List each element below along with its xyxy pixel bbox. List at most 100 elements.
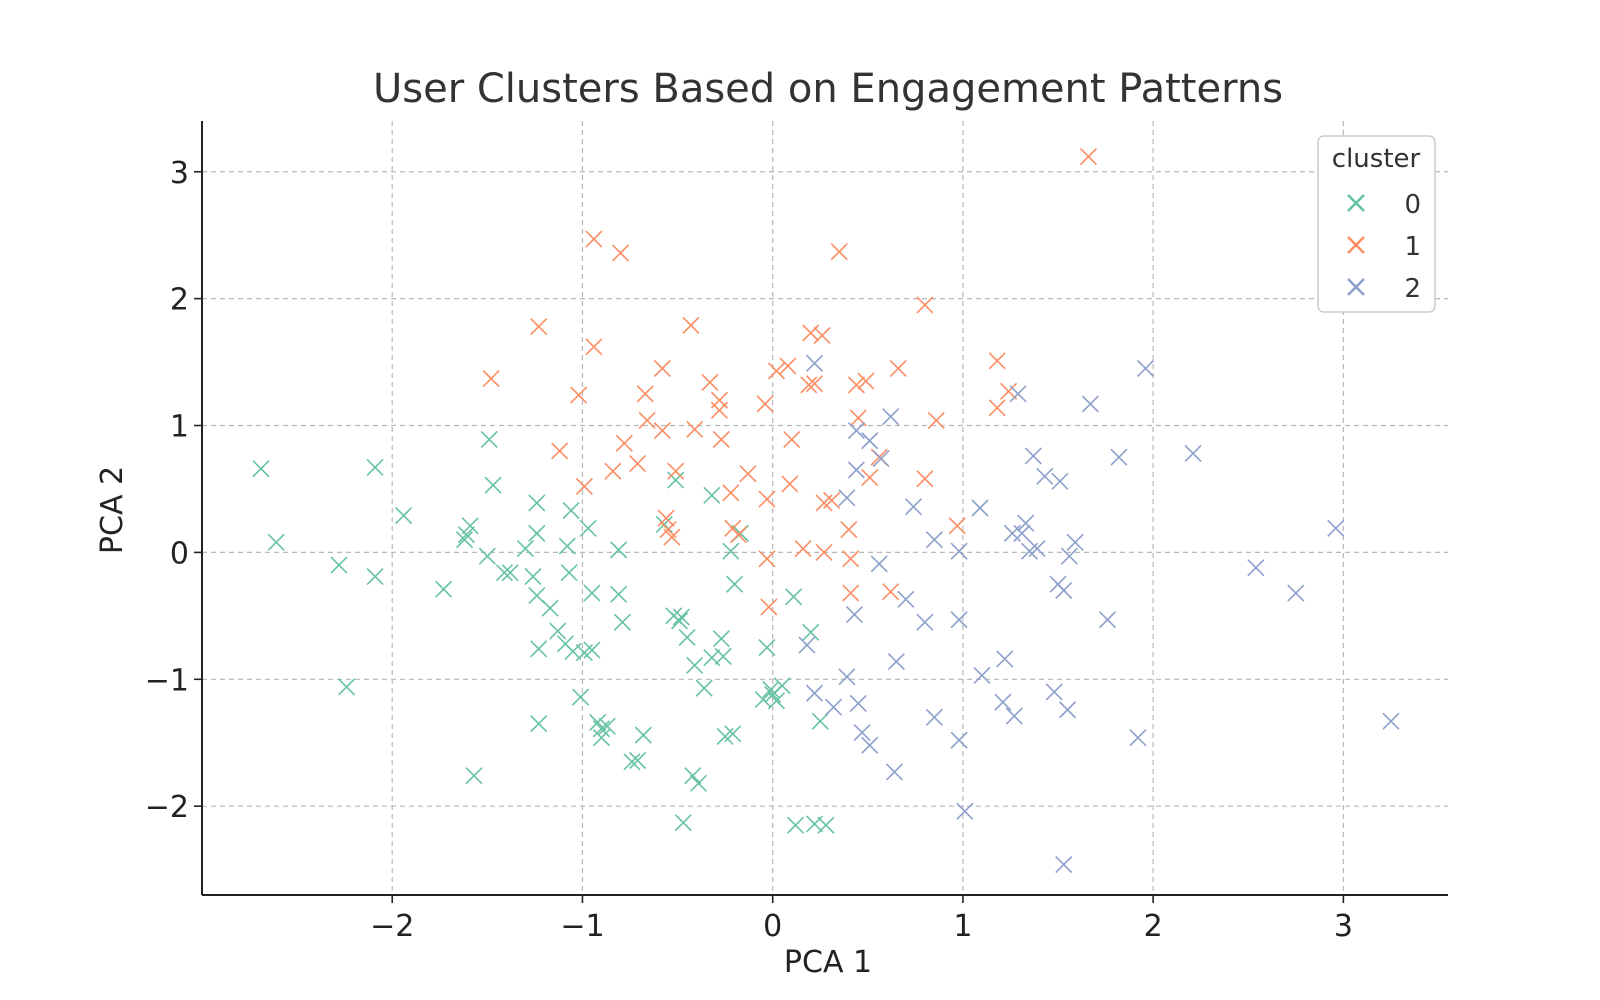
data-point-cluster-1 bbox=[927, 411, 945, 430]
data-point-cluster-0 bbox=[762, 680, 780, 699]
data-point-cluster-0 bbox=[338, 678, 356, 696]
data-point-cluster-0 bbox=[366, 458, 384, 476]
data-point-cluster-2 bbox=[887, 652, 905, 671]
y-tick-label: 0 bbox=[170, 536, 189, 571]
chart-title: User Clusters Based on Engagement Patter… bbox=[373, 66, 1283, 112]
x-tick-label: −1 bbox=[560, 909, 604, 944]
data-points bbox=[252, 147, 1400, 874]
data-point-cluster-1 bbox=[701, 373, 719, 391]
x-axis-label: PCA 1 bbox=[784, 945, 872, 980]
data-point-cluster-1 bbox=[653, 422, 671, 440]
data-point-cluster-2 bbox=[805, 354, 824, 372]
data-point-cluster-0 bbox=[686, 656, 704, 674]
data-point-cluster-2 bbox=[950, 731, 968, 749]
data-point-cluster-1 bbox=[629, 455, 647, 473]
data-point-cluster-2 bbox=[1017, 514, 1035, 532]
data-point-cluster-1 bbox=[585, 230, 603, 248]
data-point-cluster-1 bbox=[663, 528, 681, 546]
data-point-cluster-2 bbox=[1003, 524, 1021, 542]
legend-entries: 0 1 2 bbox=[1347, 190, 1421, 304]
data-point-cluster-1 bbox=[653, 359, 671, 377]
data-point-cluster-1 bbox=[636, 385, 654, 403]
data-point-cluster-1 bbox=[729, 526, 748, 544]
data-point-cluster-0 bbox=[395, 507, 413, 525]
data-point-cluster-1 bbox=[575, 477, 593, 495]
y-tick-label: 2 bbox=[170, 283, 189, 318]
data-point-cluster-1 bbox=[823, 491, 841, 509]
data-point-cluster-2 bbox=[872, 449, 890, 468]
x-tick-label: −2 bbox=[370, 909, 414, 944]
data-point-cluster-2 bbox=[882, 408, 900, 426]
data-point-cluster-0 bbox=[592, 720, 611, 738]
data-point-cluster-2 bbox=[849, 694, 867, 712]
data-point-cluster-1 bbox=[712, 430, 730, 449]
data-point-cluster-0 bbox=[495, 564, 514, 582]
data-point-cluster-0 bbox=[435, 580, 453, 598]
data-point-cluster-1 bbox=[585, 338, 603, 356]
data-point-cluster-1 bbox=[611, 244, 630, 262]
data-point-cluster-2 bbox=[1005, 707, 1023, 725]
data-point-cluster-2 bbox=[1058, 701, 1077, 719]
data-point-cluster-1 bbox=[615, 434, 633, 452]
data-point-cluster-1 bbox=[815, 543, 833, 561]
data-point-cluster-1 bbox=[882, 583, 900, 601]
data-point-cluster-1 bbox=[604, 462, 622, 480]
data-point-cluster-1 bbox=[805, 375, 824, 393]
data-point-cluster-2 bbox=[847, 422, 865, 440]
data-point-cluster-1 bbox=[847, 376, 865, 394]
data-point-cluster-1 bbox=[802, 324, 820, 342]
data-point-cluster-0 bbox=[724, 725, 742, 743]
data-point-cluster-2 bbox=[1247, 559, 1265, 577]
data-point-cluster-2 bbox=[996, 650, 1014, 668]
ticks: −2 −1 0 1 2 3 −2 −1 0 1 2 3 bbox=[145, 156, 1353, 944]
data-point-cluster-0 bbox=[465, 767, 483, 785]
legend-marker-2 bbox=[1347, 278, 1365, 296]
data-point-cluster-1 bbox=[800, 376, 818, 394]
data-point-cluster-1 bbox=[530, 317, 548, 336]
grid bbox=[202, 121, 1448, 895]
data-point-cluster-2 bbox=[897, 590, 915, 608]
data-point-cluster-1 bbox=[482, 370, 500, 388]
data-point-cluster-0 bbox=[558, 537, 576, 555]
axes bbox=[201, 121, 1448, 896]
data-point-cluster-0 bbox=[817, 816, 835, 834]
data-point-cluster-0 bbox=[802, 623, 820, 641]
data-point-cluster-0 bbox=[562, 501, 580, 520]
data-point-cluster-1 bbox=[686, 420, 704, 438]
data-point-cluster-0 bbox=[598, 717, 616, 735]
data-point-cluster-2 bbox=[798, 636, 816, 654]
data-point-cluster-2 bbox=[845, 606, 864, 624]
data-point-cluster-2 bbox=[847, 461, 865, 479]
data-point-cluster-1 bbox=[682, 316, 700, 334]
x-tick-label: 0 bbox=[763, 909, 782, 944]
data-point-cluster-2 bbox=[1081, 395, 1099, 413]
data-point-cluster-0 bbox=[670, 612, 689, 630]
data-point-cluster-2 bbox=[950, 542, 968, 560]
data-point-cluster-1 bbox=[916, 296, 934, 314]
data-point-cluster-1 bbox=[840, 521, 858, 539]
data-point-cluster-2 bbox=[1051, 472, 1069, 490]
data-point-cluster-0 bbox=[484, 476, 502, 494]
data-point-cluster-0 bbox=[610, 541, 628, 559]
data-point-cluster-1 bbox=[857, 372, 875, 390]
x-tick-label: 3 bbox=[1334, 909, 1353, 944]
data-point-cluster-2 bbox=[956, 802, 974, 820]
data-point-cluster-0 bbox=[457, 526, 475, 544]
data-point-cluster-1 bbox=[988, 399, 1006, 417]
data-point-cluster-1 bbox=[948, 517, 966, 535]
data-point-cluster-2 bbox=[904, 498, 923, 516]
data-point-cluster-1 bbox=[739, 465, 757, 483]
data-point-cluster-0 bbox=[758, 639, 776, 657]
data-point-cluster-1 bbox=[889, 359, 907, 377]
data-point-cluster-1 bbox=[861, 468, 879, 487]
data-point-cluster-2 bbox=[1129, 729, 1147, 747]
data-point-cluster-2 bbox=[1184, 444, 1202, 463]
data-point-cluster-2 bbox=[1066, 533, 1084, 551]
data-point-cluster-0 bbox=[478, 547, 496, 565]
data-point-cluster-0 bbox=[455, 531, 474, 549]
data-point-cluster-2 bbox=[1287, 584, 1305, 602]
data-point-cluster-1 bbox=[710, 401, 728, 419]
y-tick-label: −2 bbox=[145, 790, 189, 825]
data-point-cluster-1 bbox=[758, 490, 776, 508]
data-point-cluster-2 bbox=[1013, 524, 1031, 542]
